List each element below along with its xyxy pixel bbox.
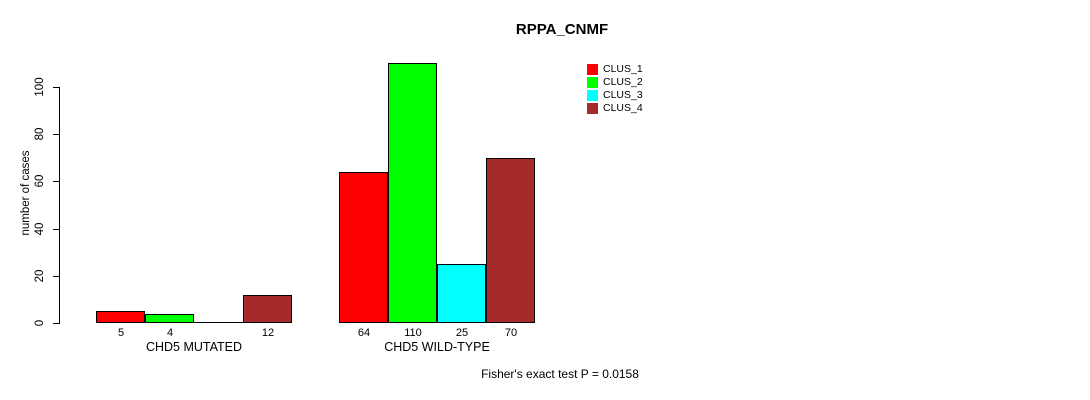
bar-clus_3-1-zero [194,322,243,323]
y-tick [53,229,60,230]
y-tick [53,87,60,88]
legend-label: CLUS_4 [603,102,643,114]
legend: CLUS_1 CLUS_2 CLUS_3 CLUS_4 [587,63,643,115]
bar-value-label: 110 [404,327,422,339]
legend-swatch-clus_4 [587,103,598,114]
bar-value-label: 25 [455,327,469,339]
legend-item-clus_4: CLUS_4 [587,102,643,115]
bar-value-label: 4 [166,327,174,339]
chart-title: RPPA_CNMF [515,21,609,38]
y-tick-label: 100 [34,77,46,97]
y-axis-label: number of cases [20,150,32,236]
y-tick-label: 0 [34,319,46,327]
bar-clus_1-1 [96,311,145,323]
legend-label: CLUS_2 [603,76,643,88]
legend-swatch-clus_3 [587,90,598,101]
bar-clus_4-2 [486,158,535,323]
legend-item-clus_2: CLUS_2 [587,76,643,89]
bar-value-label: 5 [117,327,125,339]
y-tick [53,276,60,277]
bar-clus_2-2 [388,63,437,323]
legend-label: CLUS_1 [603,63,643,75]
bar-clus_2-1 [145,314,194,323]
y-tick [53,323,60,324]
y-axis-line [59,87,60,324]
bar-value-label: 70 [504,327,518,339]
bar-clus_3-2 [437,264,486,323]
annotation-fisher-test: Fisher's exact test P = 0.0158 [481,367,639,381]
y-tick-label: 60 [34,174,46,188]
bar-clus_1-2 [339,172,388,323]
y-tick-label: 40 [34,222,46,236]
legend-swatch-clus_1 [587,64,598,75]
legend-item-clus_3: CLUS_3 [587,89,643,102]
y-tick-label: 80 [34,127,46,141]
group-label-2: CHD5 WILD-TYPE [384,340,490,354]
y-tick [53,134,60,135]
y-tick [53,181,60,182]
group-label-1: CHD5 MUTATED [145,340,243,354]
y-tick-label: 20 [34,269,46,283]
legend-swatch-clus_2 [587,77,598,88]
bar-value-label: 64 [357,327,371,339]
legend-label: CLUS_3 [603,89,643,101]
bar-value-label: 12 [261,327,275,339]
bar-clus_4-1 [243,295,292,323]
legend-item-clus_1: CLUS_1 [587,63,643,76]
